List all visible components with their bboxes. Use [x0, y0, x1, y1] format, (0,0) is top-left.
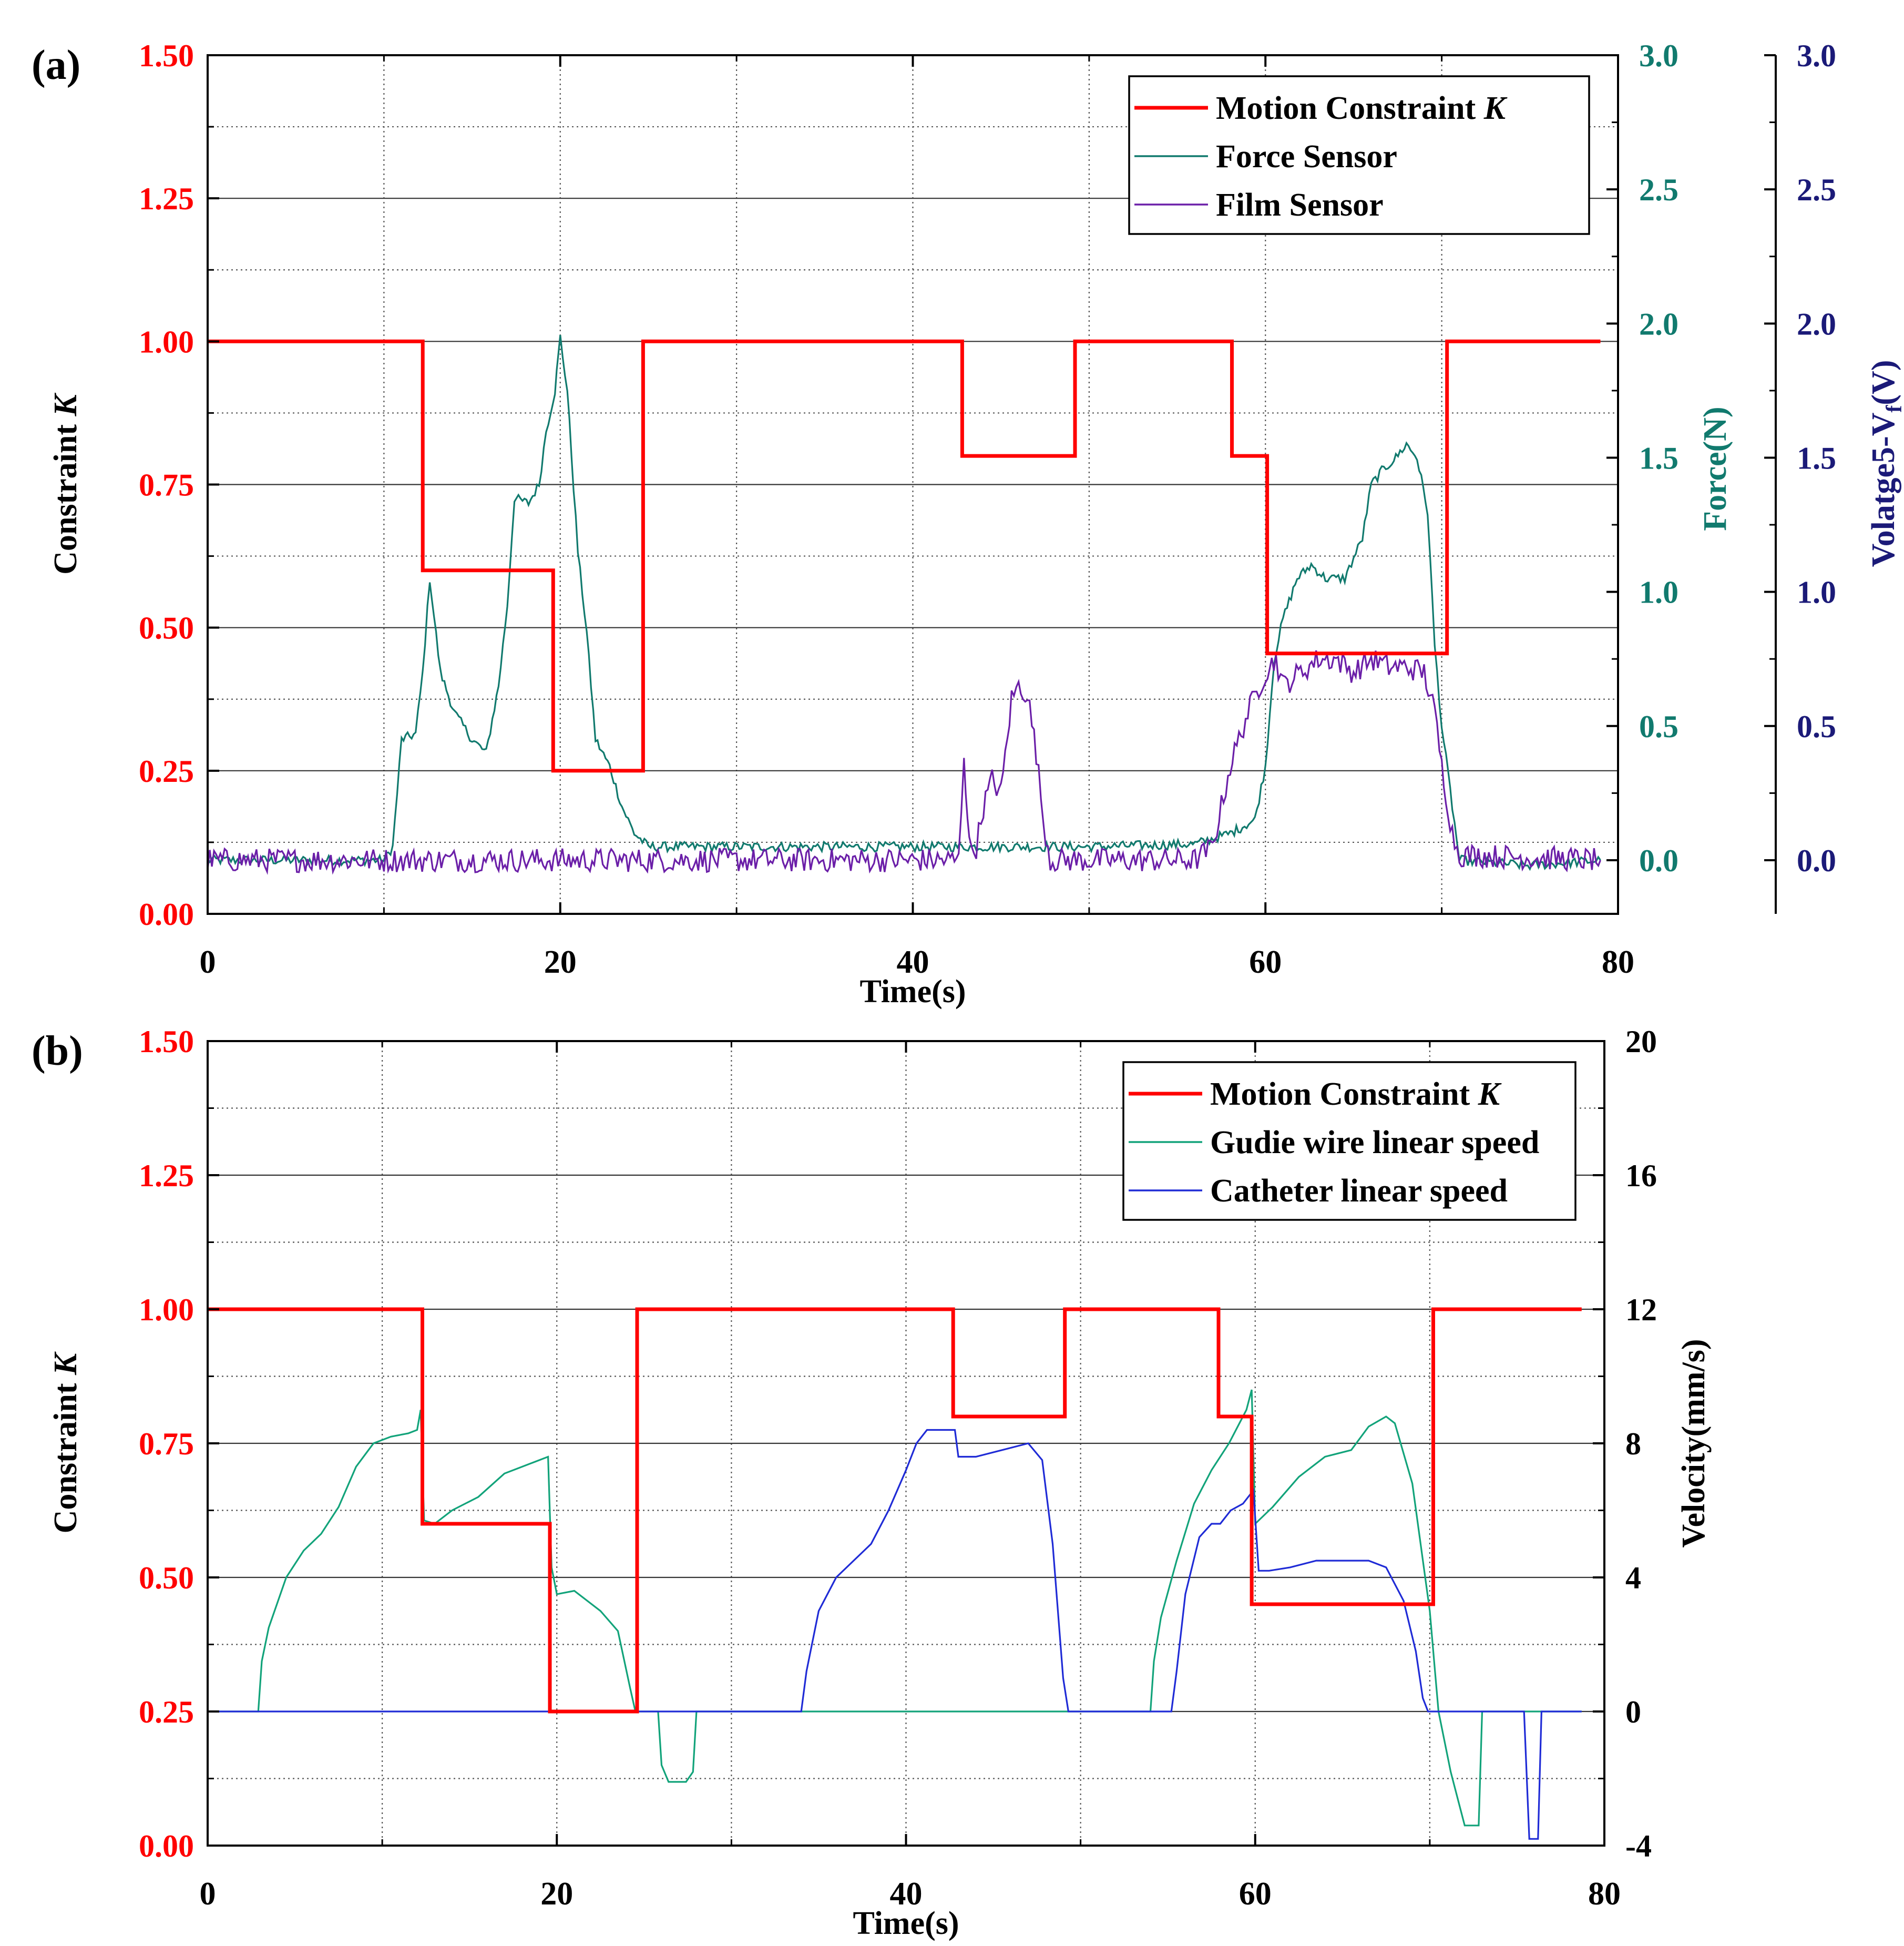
y3-tick-label: 2.0: [1797, 307, 1836, 341]
y-axis-title-italic: K: [48, 1351, 84, 1376]
y-tick-label: 0.75: [139, 468, 194, 503]
x-tick-label: 60: [1239, 1876, 1272, 1912]
y3-tick-label: 3.0: [1797, 38, 1836, 73]
y-tick-label: 1.25: [139, 181, 194, 216]
y2-tick-label: 1.5: [1639, 441, 1678, 475]
y3-tick-label: 0.0: [1797, 843, 1836, 878]
y2-tick-label: 0.5: [1639, 709, 1678, 744]
y-tick-label: 1.00: [139, 1292, 194, 1327]
legend-label: Catheter linear speed: [1210, 1173, 1508, 1209]
x-tick-label: 0: [200, 944, 216, 980]
y-axis-title-main: Constraint: [48, 1375, 84, 1533]
y3-tick-label: 1.5: [1797, 441, 1836, 475]
y2-tick-label: 2.0: [1639, 307, 1678, 341]
legend-label-main: Motion Constraint: [1216, 90, 1484, 126]
y-tick-label: 0.25: [139, 754, 194, 789]
legend: Motion Constraint K Gudie wire linear spe…: [1122, 1061, 1577, 1221]
legend-box: [1122, 1061, 1577, 1221]
y-tick-label: 0.50: [139, 611, 194, 646]
x-tick-label: 20: [544, 944, 577, 980]
guide-wire-speed-line: [208, 1389, 1582, 1827]
y3-axis-title-end: (V): [1866, 360, 1901, 405]
y-tick-label: 0.75: [139, 1427, 194, 1461]
y-tick-label: 0.00: [139, 897, 194, 932]
x-axis-title: Time(s): [853, 1906, 959, 1941]
y3-axis-title-main: Volatge5-V: [1866, 412, 1901, 567]
legend-box: [1128, 75, 1590, 235]
plot-area: [208, 1307, 1582, 1840]
legend: Motion Constraint K Force Sensor Film Sens…: [1128, 75, 1590, 235]
x-tick-label: 40: [897, 944, 929, 980]
y3-tick-label: 2.5: [1797, 172, 1836, 207]
catheter-speed-line: [208, 1429, 1582, 1840]
y-tick-label: 0.50: [139, 1561, 194, 1595]
legend-label-italic: K: [1478, 1076, 1502, 1112]
panel-b-chart: 0 20 40 60 80Time(s)0.000.250.500.751.001.25…: [32, 1024, 1712, 1941]
y2-axis-title: Force(N): [1697, 406, 1733, 531]
legend-label: Motion Constraint K: [1216, 90, 1508, 126]
y-axis-right: -4 0 4 8 12 16 20 Velocity(mm/s): [1593, 1024, 1712, 1863]
y3-tick-label: 0.5: [1797, 709, 1836, 744]
y2-tick-label: 12: [1625, 1292, 1657, 1327]
y-axis-third: 0.0 0.5 1.0 1.5 2.0 2.5 3.0 Volatge5-Vf(V): [1764, 38, 1904, 914]
y-tick-label: 0.00: [139, 1829, 194, 1863]
x-axis-title: Time(s): [859, 974, 966, 1010]
y3-axis-title: Volatge5-Vf(V): [1866, 360, 1904, 567]
panel-a-chart: 0 20 40 60 80 Time(s) 0.00 0.25 0.50 0.75 1.00 1.25…: [32, 38, 1904, 1010]
x-axis: 0 20 40 60 80 Time(s): [200, 55, 1634, 1010]
y3-tick-label: 1.0: [1797, 575, 1836, 610]
y2-tick-label: 4: [1625, 1561, 1641, 1595]
x-tick-label: 60: [1249, 944, 1282, 980]
y-axis-title: Constraint K: [48, 1351, 84, 1533]
legend-label: Gudie wire linear speed: [1210, 1125, 1539, 1160]
legend-label-main: Motion Constraint: [1210, 1076, 1478, 1112]
y-tick-label: 1.50: [139, 1024, 194, 1059]
y2-tick-label: 16: [1625, 1158, 1657, 1193]
y2-tick-label: 20: [1625, 1024, 1657, 1059]
y-axis-left: 0.00 0.25 0.50 0.75 1.00 1.25 1.50 Constraint K: [48, 38, 219, 932]
legend-label: Motion Constraint K: [1210, 1076, 1502, 1112]
y-axis-title: Constraint K: [48, 392, 84, 574]
legend-label-italic: K: [1483, 90, 1508, 126]
y-axis-left: 0.00 0.25 0.50 0.75 1.00 1.25 1.50 Constraint K: [48, 1024, 219, 1863]
y2-tick-label: 3.0: [1639, 38, 1678, 73]
y-tick-label: 1.50: [139, 38, 194, 73]
x-tick-label: 80: [1588, 1876, 1621, 1912]
x-tick-label: 40: [890, 1876, 923, 1912]
y2-tick-label: 0.0: [1639, 843, 1678, 878]
y3-axis-title-sub: f: [1882, 405, 1904, 413]
y-tick-label: 0.25: [139, 1695, 194, 1729]
y-axis-title-main: Constraint: [48, 416, 84, 574]
y2-tick-label: 1.0: [1639, 575, 1678, 610]
y2-tick-label: 0: [1625, 1695, 1641, 1729]
panel-label: (b): [32, 1028, 83, 1074]
x-axis: 0 20 40 60 80 Time(s): [200, 1041, 1621, 1941]
force-sensor-line: [208, 334, 1601, 871]
x-tick-label: 20: [540, 1876, 573, 1912]
legend-label: Film Sensor: [1216, 187, 1384, 223]
constraint-k-line: [208, 339, 1601, 773]
legend-label: Force Sensor: [1216, 139, 1397, 175]
y2-axis-title: Velocity(mm/s): [1676, 1339, 1712, 1547]
film-sensor-line: [208, 650, 1601, 875]
y2-tick-label: 8: [1625, 1427, 1641, 1461]
y-axis-title-italic: K: [48, 392, 84, 416]
y-tick-label: 1.25: [139, 1158, 194, 1193]
x-tick-label: 0: [200, 1876, 216, 1912]
y2-tick-label: -4: [1625, 1829, 1652, 1863]
panel-label: (a): [32, 42, 80, 88]
y2-tick-label: 2.5: [1639, 172, 1678, 207]
y-tick-label: 1.00: [139, 324, 194, 359]
y-axis-right: 0.0 0.5 1.0 1.5 2.0 2.5 3.0 Force(N): [1606, 38, 1733, 878]
constraint-k-line: [208, 1307, 1582, 1714]
x-tick-label: 80: [1602, 944, 1634, 980]
plot-area: [208, 334, 1601, 875]
